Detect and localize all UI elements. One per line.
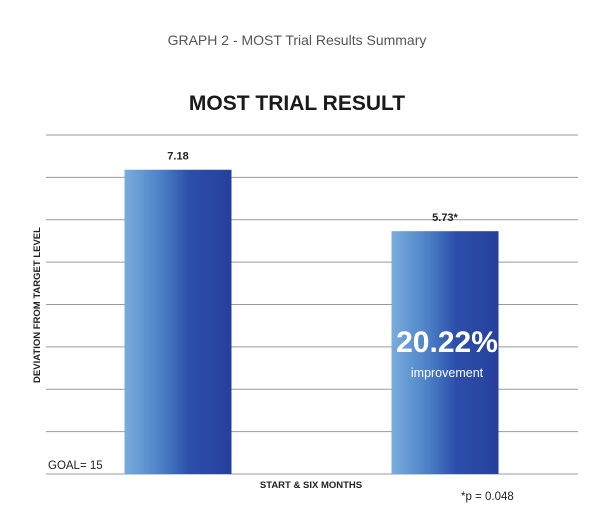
goal-label: GOAL= 15 [48, 460, 103, 472]
bar-value-label: 5.73* [432, 212, 458, 224]
y-axis-label: DEVIATION FROM TARGET LEVEL [32, 227, 43, 383]
improvement-percent: 20.22% [396, 326, 498, 359]
bar-six-months [391, 231, 499, 474]
bar-value-label: 7.18 [167, 151, 188, 163]
improvement-label: improvement [411, 366, 484, 380]
bar-start [124, 169, 232, 474]
bars: 7.18 5.73* 20.22% improvement [124, 151, 499, 474]
chart-title: MOST TRIAL RESULT [189, 92, 405, 115]
p-value-footnote: *p = 0.048 [461, 491, 514, 503]
x-axis-label: START & SIX MONTHS [260, 480, 362, 491]
figure-caption: GRAPH 2 - MOST Trial Results Summary [167, 32, 427, 48]
